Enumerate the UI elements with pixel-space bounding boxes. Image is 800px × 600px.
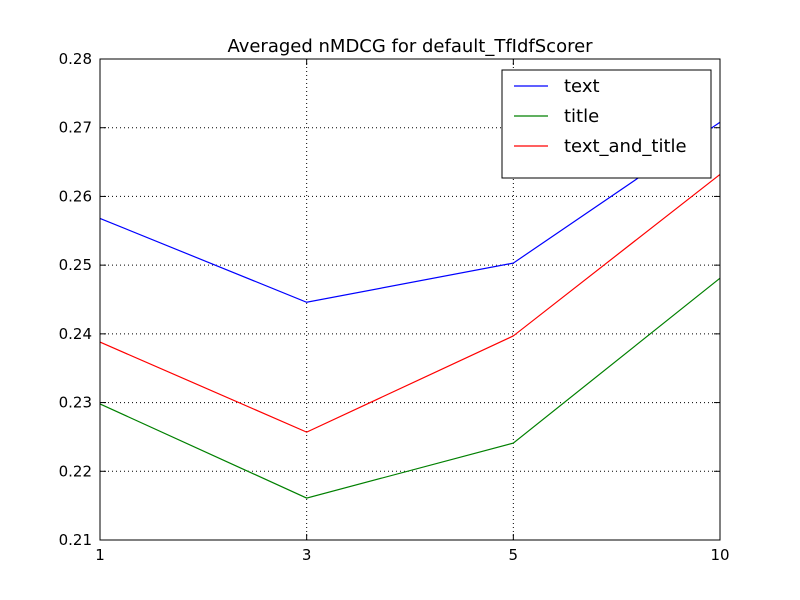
- legend-label-title: title: [564, 106, 599, 127]
- x-tick-label: 1: [95, 546, 105, 564]
- series-line-text-and-title: [99, 173, 721, 433]
- series-line-title: [99, 277, 721, 499]
- y-tick-label: 0.28: [59, 50, 92, 68]
- legend-label-text-and-title: text_and_title: [564, 136, 687, 157]
- y-tick-label: 0.24: [59, 325, 92, 343]
- legend: text title text_and_title: [501, 69, 712, 179]
- x-tick-label: 10: [710, 546, 729, 564]
- y-tick-label: 0.21: [59, 531, 92, 549]
- y-tick-label: 0.23: [59, 394, 92, 412]
- y-tick-label: 0.26: [59, 187, 92, 205]
- y-tick-label: 0.27: [59, 119, 92, 137]
- y-tick-label: 0.22: [59, 462, 92, 480]
- y-tick-label: 0.25: [59, 256, 92, 274]
- legend-box: [501, 69, 712, 179]
- x-tick-label: 5: [509, 546, 519, 564]
- plot-frame: [99, 58, 721, 541]
- chart-title: Averaged nMDCG for default_TfIdfScorer: [227, 36, 593, 57]
- legend-label-text: text: [564, 76, 600, 97]
- series-line-text: [99, 121, 721, 303]
- x-tick-label: 3: [302, 546, 312, 564]
- axis-ticks: 1 3 5 10 0.21 0.22 0.23 0.24 0.25 0.26 0.27 0.28: [59, 50, 730, 564]
- series-lines: [99, 121, 721, 499]
